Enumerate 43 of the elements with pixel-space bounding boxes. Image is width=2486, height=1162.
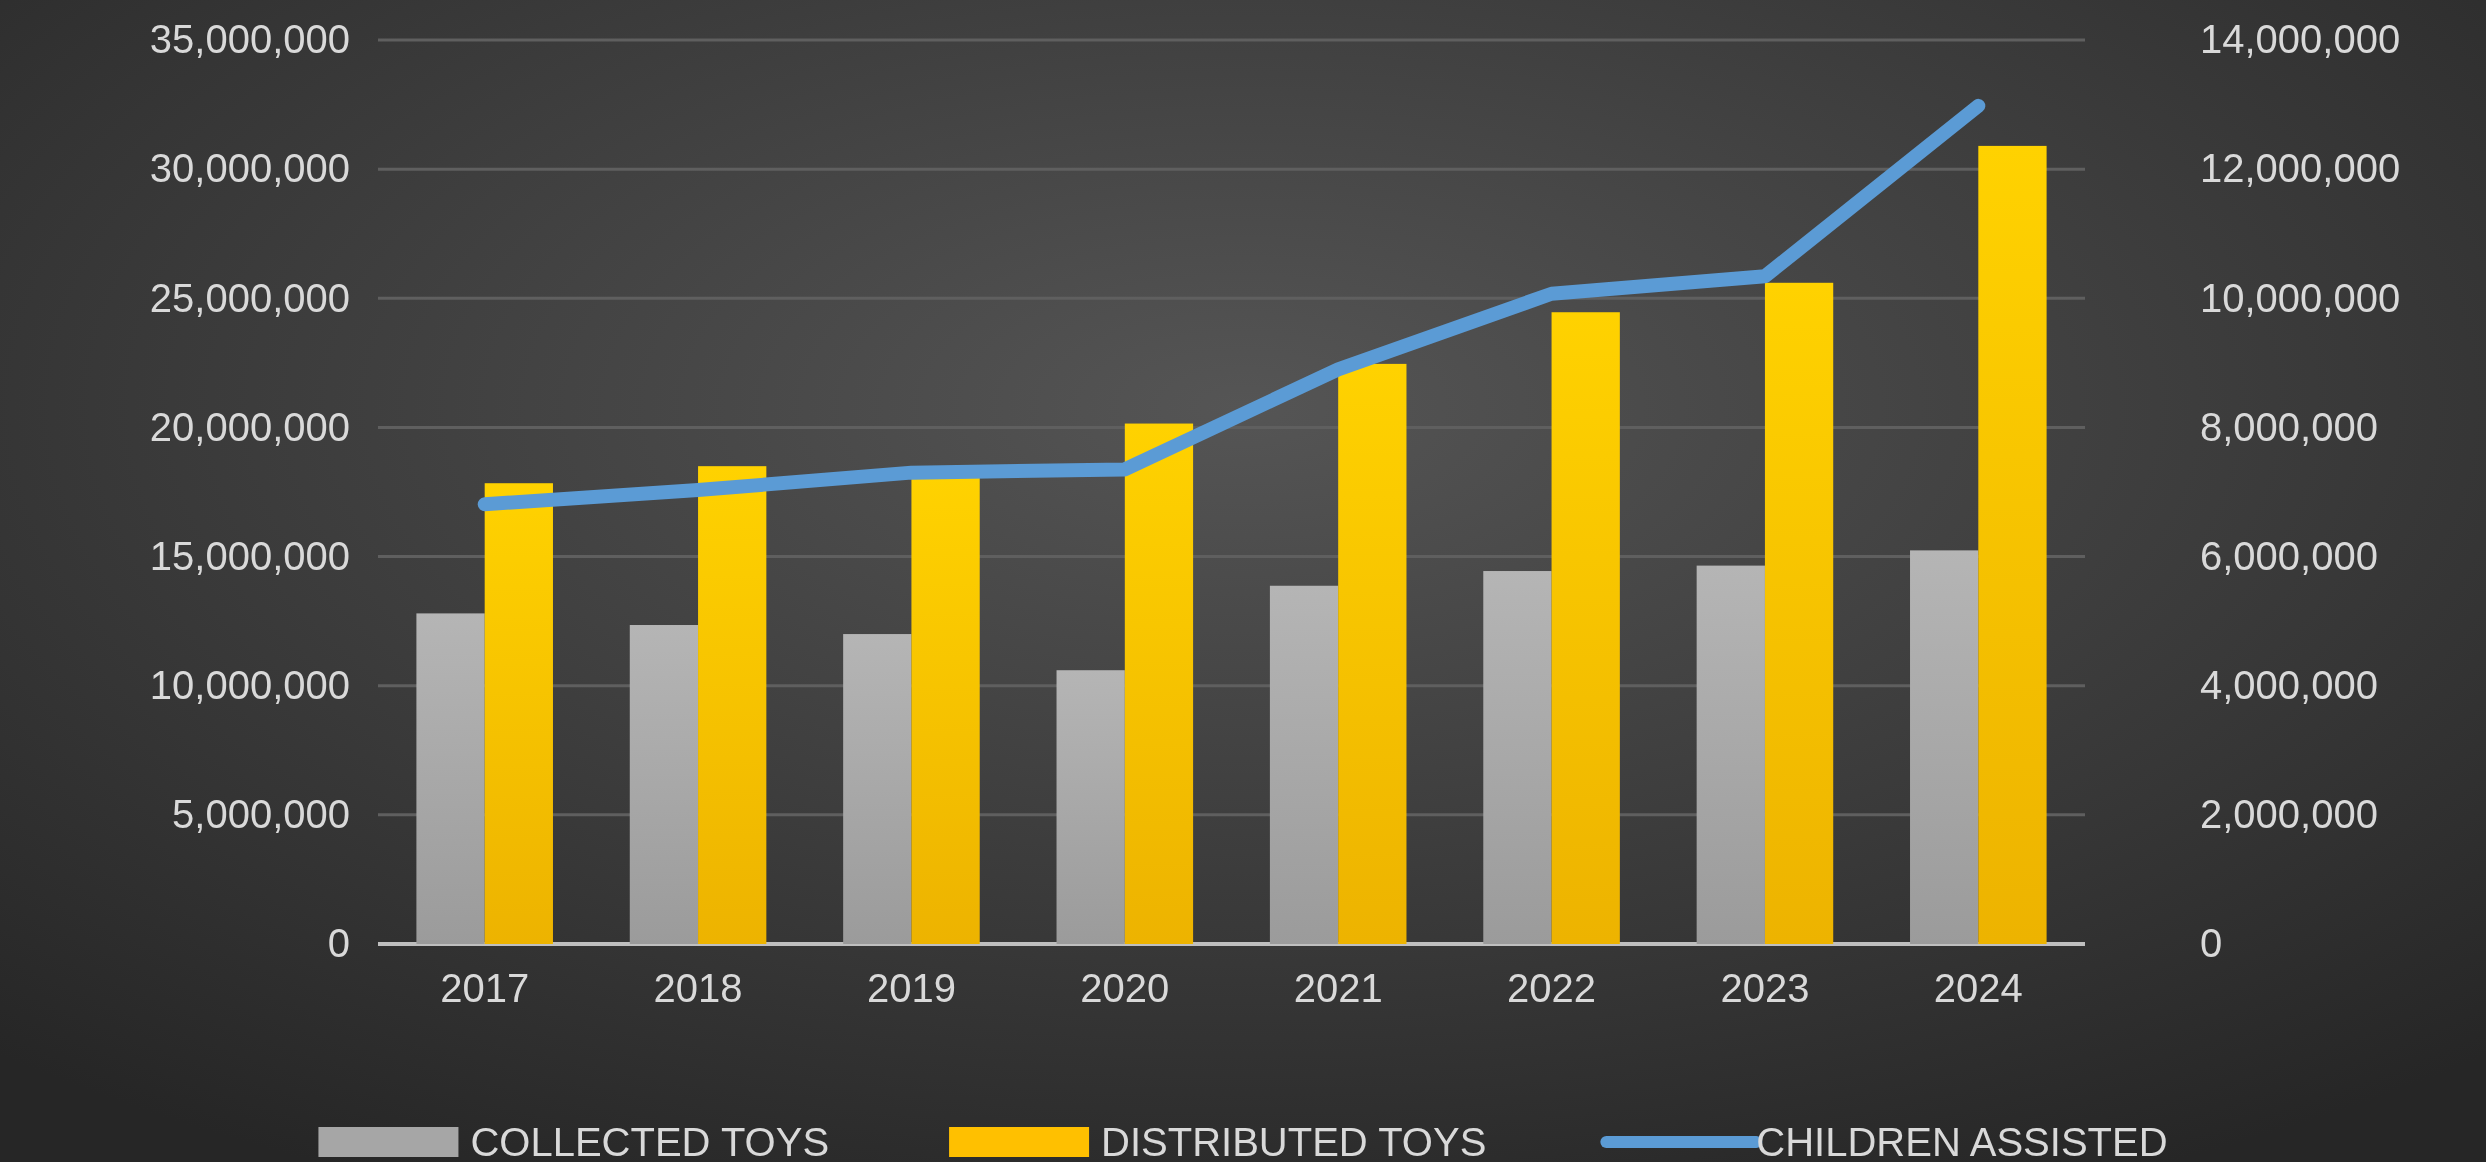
- bar: [1483, 571, 1552, 944]
- bar: [629, 625, 699, 944]
- bar: [843, 634, 912, 944]
- y-tick-label: 30,000,000: [149, 146, 350, 191]
- y-tick-label: 10,000,000: [149, 663, 350, 708]
- bar: [416, 613, 485, 944]
- y2-tick-label: 8,000,000: [2200, 404, 2378, 449]
- bar: [484, 483, 553, 944]
- legend-label: DISTRIBUTED TOYS: [1101, 1120, 1487, 1162]
- bar: [1338, 363, 1407, 944]
- x-tick-label: 2021: [1293, 966, 1383, 1011]
- y2-tick-label: 2,000,000: [2200, 792, 2378, 837]
- y-tick-label: 25,000,000: [149, 275, 350, 320]
- y-tick-label: 5,000,000: [172, 792, 350, 837]
- bar: [911, 476, 980, 944]
- x-tick-label: 2024: [1933, 966, 2023, 1011]
- x-tick-label: 2019: [866, 966, 956, 1011]
- y-tick-label: 0: [327, 921, 350, 966]
- bar: [1124, 423, 1194, 944]
- x-tick-label: 2022: [1507, 966, 1597, 1011]
- legend-label: CHILDREN ASSISTED: [1756, 1120, 2168, 1162]
- y-tick-label: 35,000,000: [149, 17, 350, 62]
- bar: [1551, 312, 1620, 944]
- bar: [1764, 282, 1834, 944]
- y2-tick-label: 12,000,000: [2200, 146, 2401, 191]
- x-tick-label: 2023: [1720, 966, 1810, 1011]
- bar: [1269, 585, 1339, 944]
- x-tick-label: 2018: [653, 966, 743, 1011]
- y2-tick-label: 10,000,000: [2200, 275, 2401, 320]
- y2-tick-label: 14,000,000: [2200, 17, 2401, 62]
- y-tick-label: 15,000,000: [149, 533, 350, 578]
- bar: [1910, 550, 1979, 944]
- x-tick-label: 2020: [1080, 966, 1170, 1011]
- y2-tick-label: 4,000,000: [2200, 663, 2378, 708]
- bar: [698, 466, 767, 944]
- y2-tick-label: 0: [2200, 921, 2223, 966]
- legend-label: COLLECTED TOYS: [470, 1120, 830, 1162]
- x-tick-label: 2017: [440, 966, 530, 1011]
- y2-tick-label: 6,000,000: [2200, 533, 2378, 578]
- bar: [1978, 145, 2047, 944]
- bar: [1696, 565, 1765, 944]
- bar: [1056, 670, 1125, 944]
- y-tick-label: 20,000,000: [149, 404, 350, 449]
